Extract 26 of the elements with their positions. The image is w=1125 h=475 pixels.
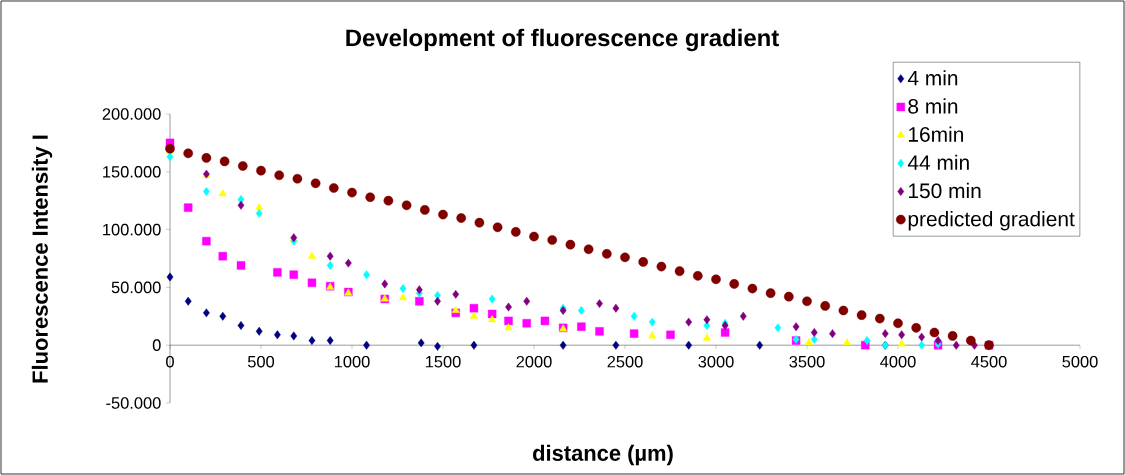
x-tick-label: 4000 xyxy=(880,355,916,368)
legend-label: 44 min xyxy=(907,154,969,170)
legend-label: 150 min xyxy=(908,182,981,199)
x-tick-label: 5000 xyxy=(1062,355,1098,368)
x-tick-label: 2000 xyxy=(516,355,552,368)
y-tick-label: 0 xyxy=(152,339,161,352)
y-tick-label: 150.000 xyxy=(103,165,161,178)
chart-title: Development of fluorescence gradient xyxy=(346,28,779,52)
x-tick-label: 1000 xyxy=(334,355,370,368)
x-axis-title: distance (µm) xyxy=(533,444,673,466)
x-tick-label: 500 xyxy=(247,355,275,368)
legend-label: 8 min xyxy=(908,98,958,114)
legend-label: 4 min xyxy=(907,70,958,86)
legend-label: 16min xyxy=(908,126,964,142)
y-tick-label: 100.000 xyxy=(103,223,161,236)
x-tick-label: 2500 xyxy=(607,355,643,368)
x-tick-label: 0 xyxy=(166,355,174,368)
x-tick-label: 3000 xyxy=(698,355,734,368)
legend-label: predicted gradient xyxy=(908,211,1075,231)
x-tick-label: 1500 xyxy=(425,355,461,368)
y-tick-label: 50.000 xyxy=(111,281,161,294)
y-axis-title: Fluorescence Intensity I xyxy=(31,135,53,383)
x-tick-label: 4500 xyxy=(971,355,1007,368)
x-tick-label: 3500 xyxy=(789,355,825,368)
y-tick-label: -50.000 xyxy=(106,397,161,409)
y-tick-label: 200.000 xyxy=(102,108,161,120)
